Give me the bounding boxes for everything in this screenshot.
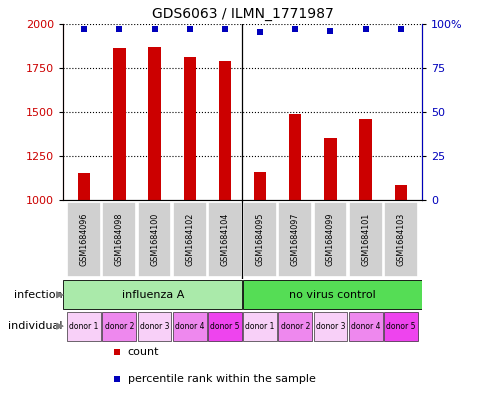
Bar <box>102 202 136 277</box>
Bar <box>383 202 417 277</box>
Bar <box>359 119 371 200</box>
Bar <box>288 114 301 200</box>
Text: donor 4: donor 4 <box>175 322 204 331</box>
Bar <box>78 173 90 200</box>
Text: individual: individual <box>8 321 62 331</box>
Text: donor 1: donor 1 <box>69 322 99 331</box>
Bar <box>148 46 160 200</box>
Bar <box>394 185 406 200</box>
Text: donor 4: donor 4 <box>350 322 379 331</box>
Bar <box>67 312 101 341</box>
Bar <box>324 138 336 200</box>
Text: GSM1684101: GSM1684101 <box>361 213 369 266</box>
Text: percentile rank within the sample: percentile rank within the sample <box>127 374 315 384</box>
Text: GSM1684098: GSM1684098 <box>115 213 123 266</box>
Bar <box>208 202 242 277</box>
Bar <box>348 312 382 341</box>
Bar <box>313 202 347 277</box>
Text: GSM1684104: GSM1684104 <box>220 213 229 266</box>
Text: donor 5: donor 5 <box>210 322 239 331</box>
Bar <box>242 202 276 277</box>
Text: count: count <box>127 347 159 357</box>
Bar <box>183 57 196 200</box>
Text: no virus control: no virus control <box>288 290 375 300</box>
Text: GSM1684102: GSM1684102 <box>185 213 194 266</box>
Text: donor 3: donor 3 <box>139 322 169 331</box>
Bar <box>67 202 101 277</box>
Text: influenza A: influenza A <box>121 290 183 300</box>
Text: GSM1684095: GSM1684095 <box>255 213 264 266</box>
Bar <box>242 280 421 309</box>
Bar <box>102 312 136 341</box>
Bar <box>278 202 312 277</box>
Bar <box>242 312 276 341</box>
Title: GDS6063 / ILMN_1771987: GDS6063 / ILMN_1771987 <box>151 7 333 21</box>
Text: donor 2: donor 2 <box>280 322 309 331</box>
Text: donor 3: donor 3 <box>315 322 345 331</box>
Text: donor 2: donor 2 <box>105 322 134 331</box>
Bar <box>208 312 242 341</box>
Bar <box>63 280 242 309</box>
Bar <box>348 202 382 277</box>
Bar <box>137 202 171 277</box>
Text: GSM1684097: GSM1684097 <box>290 213 299 266</box>
Bar <box>172 312 206 341</box>
Text: GSM1684100: GSM1684100 <box>150 213 159 266</box>
Bar <box>172 202 206 277</box>
Text: donor 5: donor 5 <box>385 322 415 331</box>
Bar <box>113 48 125 200</box>
Bar <box>254 172 266 200</box>
Text: GSM1684099: GSM1684099 <box>325 213 334 266</box>
Text: GSM1684103: GSM1684103 <box>395 213 405 266</box>
Bar <box>278 312 312 341</box>
Bar <box>383 312 417 341</box>
Bar <box>313 312 347 341</box>
Text: donor 1: donor 1 <box>245 322 274 331</box>
Bar <box>218 61 230 200</box>
Text: infection: infection <box>14 290 62 300</box>
Text: GSM1684096: GSM1684096 <box>79 213 89 266</box>
Bar <box>137 312 171 341</box>
